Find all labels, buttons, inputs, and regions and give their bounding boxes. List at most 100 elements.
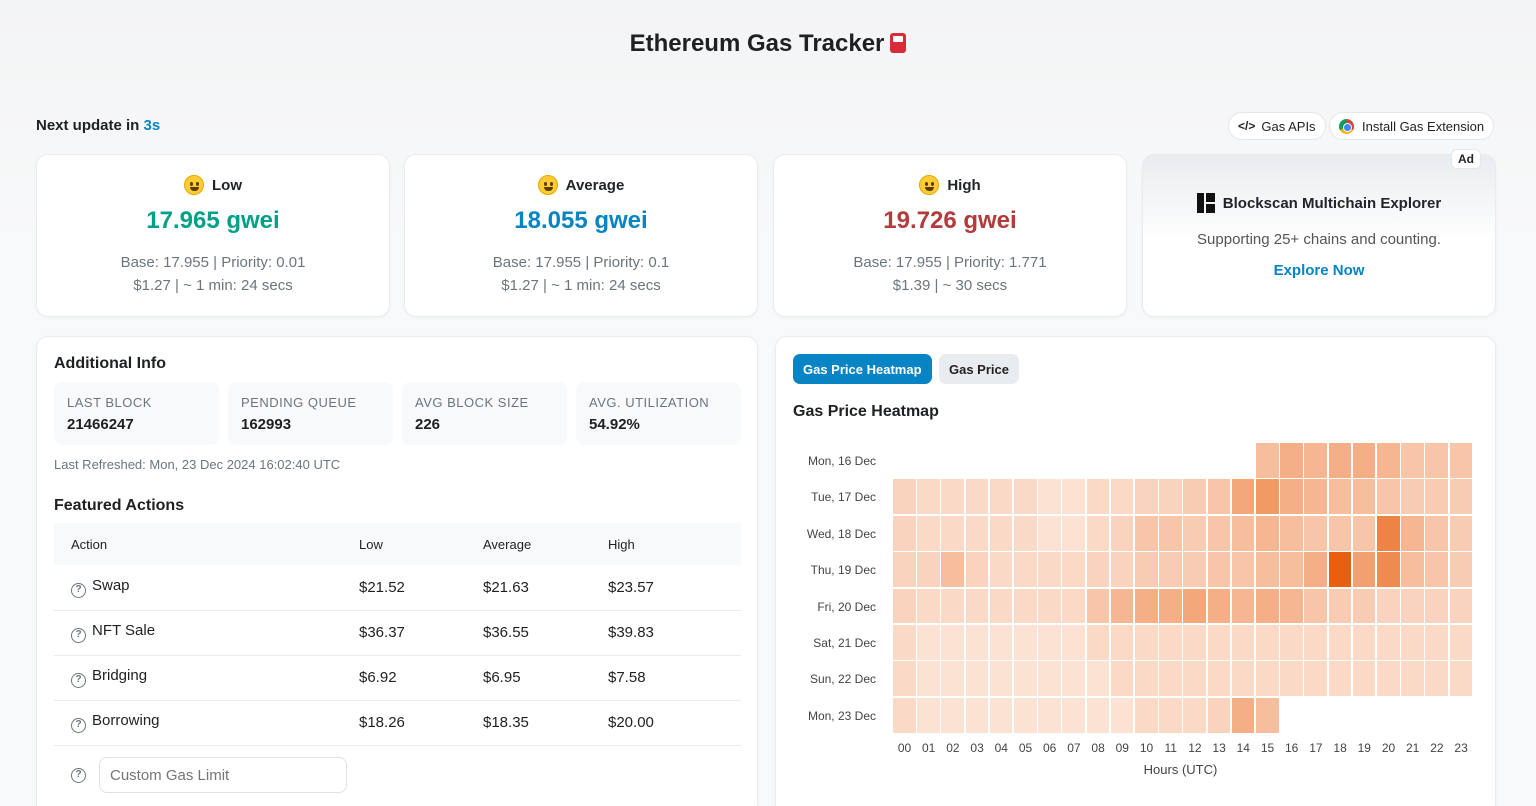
heatmap-cell[interactable] (1232, 698, 1255, 733)
heatmap-cell[interactable] (1401, 516, 1424, 551)
heatmap-cell[interactable] (990, 625, 1013, 660)
heatmap-cell[interactable] (1159, 552, 1182, 587)
heatmap-cell[interactable] (1232, 625, 1255, 660)
heatmap-cell[interactable] (1401, 661, 1424, 696)
heatmap-cell[interactable] (917, 552, 940, 587)
heatmap-cell[interactable] (990, 661, 1013, 696)
heatmap-cell[interactable] (1377, 479, 1400, 514)
heatmap-cell[interactable] (1353, 625, 1376, 660)
heatmap-cell[interactable] (1062, 589, 1085, 624)
heatmap-cell[interactable] (1087, 589, 1110, 624)
heatmap-cell[interactable] (1329, 589, 1352, 624)
heatmap-cell[interactable] (966, 698, 989, 733)
heatmap-cell[interactable] (1232, 479, 1255, 514)
heatmap-cell[interactable] (941, 552, 964, 587)
heatmap-cell[interactable] (1377, 589, 1400, 624)
heatmap-cell[interactable] (990, 589, 1013, 624)
heatmap-cell[interactable] (1062, 661, 1085, 696)
heatmap-cell[interactable] (1208, 516, 1231, 551)
heatmap-cell[interactable] (1377, 625, 1400, 660)
heatmap-cell[interactable] (1135, 589, 1158, 624)
heatmap-cell[interactable] (1353, 589, 1376, 624)
heatmap-cell[interactable] (966, 552, 989, 587)
heatmap-cell[interactable] (1280, 443, 1303, 478)
heatmap-cell[interactable] (1329, 552, 1352, 587)
heatmap-cell[interactable] (1450, 516, 1473, 551)
heatmap-cell[interactable] (1232, 589, 1255, 624)
heatmap-cell[interactable] (1038, 589, 1061, 624)
heatmap-cell[interactable] (1450, 479, 1473, 514)
heatmap-cell[interactable] (1329, 661, 1352, 696)
heatmap-cell[interactable] (1183, 516, 1206, 551)
install-extension-button[interactable]: Install Gas Extension (1329, 112, 1494, 140)
heatmap-cell[interactable] (1111, 479, 1134, 514)
heatmap-cell[interactable] (1135, 516, 1158, 551)
heatmap-cell[interactable] (1256, 589, 1279, 624)
heatmap-cell[interactable] (966, 479, 989, 514)
heatmap-cell[interactable] (1353, 479, 1376, 514)
heatmap-cell[interactable] (941, 625, 964, 660)
heatmap-cell[interactable] (1280, 625, 1303, 660)
heatmap-cell[interactable] (1111, 625, 1134, 660)
heatmap-cell[interactable] (1159, 698, 1182, 733)
heatmap-cell[interactable] (1377, 661, 1400, 696)
heatmap-cell[interactable] (1425, 625, 1448, 660)
heatmap-cell[interactable] (1038, 661, 1061, 696)
heatmap-cell[interactable] (1038, 552, 1061, 587)
heatmap-cell[interactable] (1401, 443, 1424, 478)
help-icon[interactable]: ? (71, 583, 86, 598)
heatmap-cell[interactable] (1450, 625, 1473, 660)
ad-card[interactable]: Ad Blockscan Multichain Explorer Support… (1142, 154, 1496, 317)
heatmap-cell[interactable] (1256, 552, 1279, 587)
heatmap-cell[interactable] (941, 698, 964, 733)
heatmap-cell[interactable] (1401, 589, 1424, 624)
heatmap-cell[interactable] (893, 698, 916, 733)
heatmap-cell[interactable] (1183, 552, 1206, 587)
heatmap-cell[interactable] (893, 479, 916, 514)
heatmap-cell[interactable] (1401, 625, 1424, 660)
heatmap-cell[interactable] (1014, 698, 1037, 733)
heatmap-cell[interactable] (1062, 479, 1085, 514)
heatmap-cell[interactable] (1304, 589, 1327, 624)
heatmap-cell[interactable] (917, 516, 940, 551)
heatmap-cell[interactable] (1377, 443, 1400, 478)
heatmap-cell[interactable] (1183, 698, 1206, 733)
heatmap-cell[interactable] (1135, 479, 1158, 514)
heatmap-cell[interactable] (1401, 479, 1424, 514)
heatmap-cell[interactable] (1329, 625, 1352, 660)
heatmap-cell[interactable] (1232, 516, 1255, 551)
heatmap-cell[interactable] (1232, 552, 1255, 587)
heatmap-cell[interactable] (1425, 661, 1448, 696)
heatmap-cell[interactable] (1062, 698, 1085, 733)
heatmap-cell[interactable] (917, 661, 940, 696)
heatmap-cell[interactable] (917, 589, 940, 624)
heatmap-cell[interactable] (1014, 516, 1037, 551)
heatmap-cell[interactable] (1208, 479, 1231, 514)
heatmap-cell[interactable] (941, 589, 964, 624)
heatmap-cell[interactable] (1353, 443, 1376, 478)
heatmap-cell[interactable] (1450, 552, 1473, 587)
custom-gas-limit-input[interactable] (99, 757, 347, 793)
heatmap-cell[interactable] (1401, 552, 1424, 587)
heatmap-cell[interactable] (1135, 698, 1158, 733)
heatmap-cell[interactable] (1232, 661, 1255, 696)
heatmap-cell[interactable] (1183, 479, 1206, 514)
heatmap-cell[interactable] (1038, 516, 1061, 551)
heatmap-cell[interactable] (1280, 661, 1303, 696)
heatmap-cell[interactable] (1159, 479, 1182, 514)
heatmap-cell[interactable] (1038, 625, 1061, 660)
heatmap-cell[interactable] (917, 625, 940, 660)
help-icon[interactable]: ? (71, 768, 86, 783)
heatmap-cell[interactable] (1304, 443, 1327, 478)
heatmap-cell[interactable] (1087, 516, 1110, 551)
heatmap-cell[interactable] (1159, 661, 1182, 696)
heatmap-cell[interactable] (990, 552, 1013, 587)
heatmap-cell[interactable] (1038, 479, 1061, 514)
heatmap-cell[interactable] (1208, 698, 1231, 733)
heatmap-cell[interactable] (1183, 661, 1206, 696)
heatmap-cell[interactable] (1159, 589, 1182, 624)
heatmap-cell[interactable] (1304, 516, 1327, 551)
heatmap-cell[interactable] (1087, 552, 1110, 587)
heatmap-cell[interactable] (1111, 589, 1134, 624)
heatmap-cell[interactable] (1450, 661, 1473, 696)
